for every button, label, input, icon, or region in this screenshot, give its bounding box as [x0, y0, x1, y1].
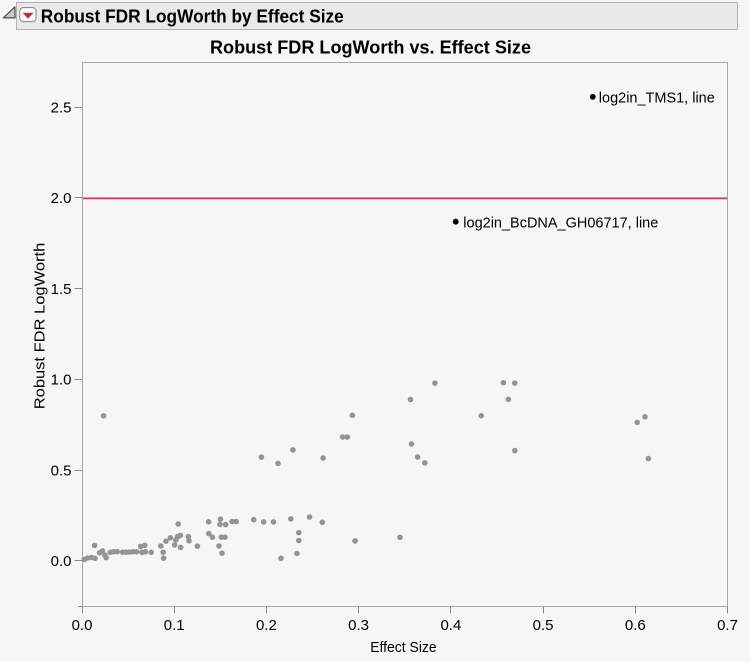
svg-text:2.0: 2.0: [51, 190, 72, 207]
svg-text:0.5: 0.5: [533, 617, 554, 634]
svg-text:Robust FDR LogWorth: Robust FDR LogWorth: [32, 243, 49, 410]
svg-text:0.0: 0.0: [72, 617, 93, 634]
svg-text:0.4: 0.4: [440, 617, 461, 634]
svg-text:Effect Size: Effect Size: [370, 639, 437, 656]
svg-text:log2in_TMS1, line: log2in_TMS1, line: [599, 91, 715, 107]
svg-text:1.0: 1.0: [51, 372, 72, 389]
svg-text:Robust FDR LogWorth by Effect: Robust FDR LogWorth by Effect Size: [41, 7, 344, 27]
svg-text:0.6: 0.6: [625, 617, 646, 634]
svg-text:0.3: 0.3: [348, 617, 369, 634]
svg-text:0.7: 0.7: [717, 617, 738, 634]
svg-text:2.5: 2.5: [51, 99, 72, 116]
svg-text:1.5: 1.5: [51, 281, 72, 298]
svg-text:Robust FDR LogWorth vs. Effect: Robust FDR LogWorth vs. Effect Size: [210, 37, 531, 58]
svg-text:0.2: 0.2: [256, 617, 277, 634]
svg-text:0.5: 0.5: [51, 462, 72, 479]
svg-text:0.1: 0.1: [164, 617, 185, 634]
svg-text:0.0: 0.0: [51, 553, 72, 570]
svg-text:log2in_BcDNA_GH06717, line: log2in_BcDNA_GH06717, line: [463, 216, 658, 232]
